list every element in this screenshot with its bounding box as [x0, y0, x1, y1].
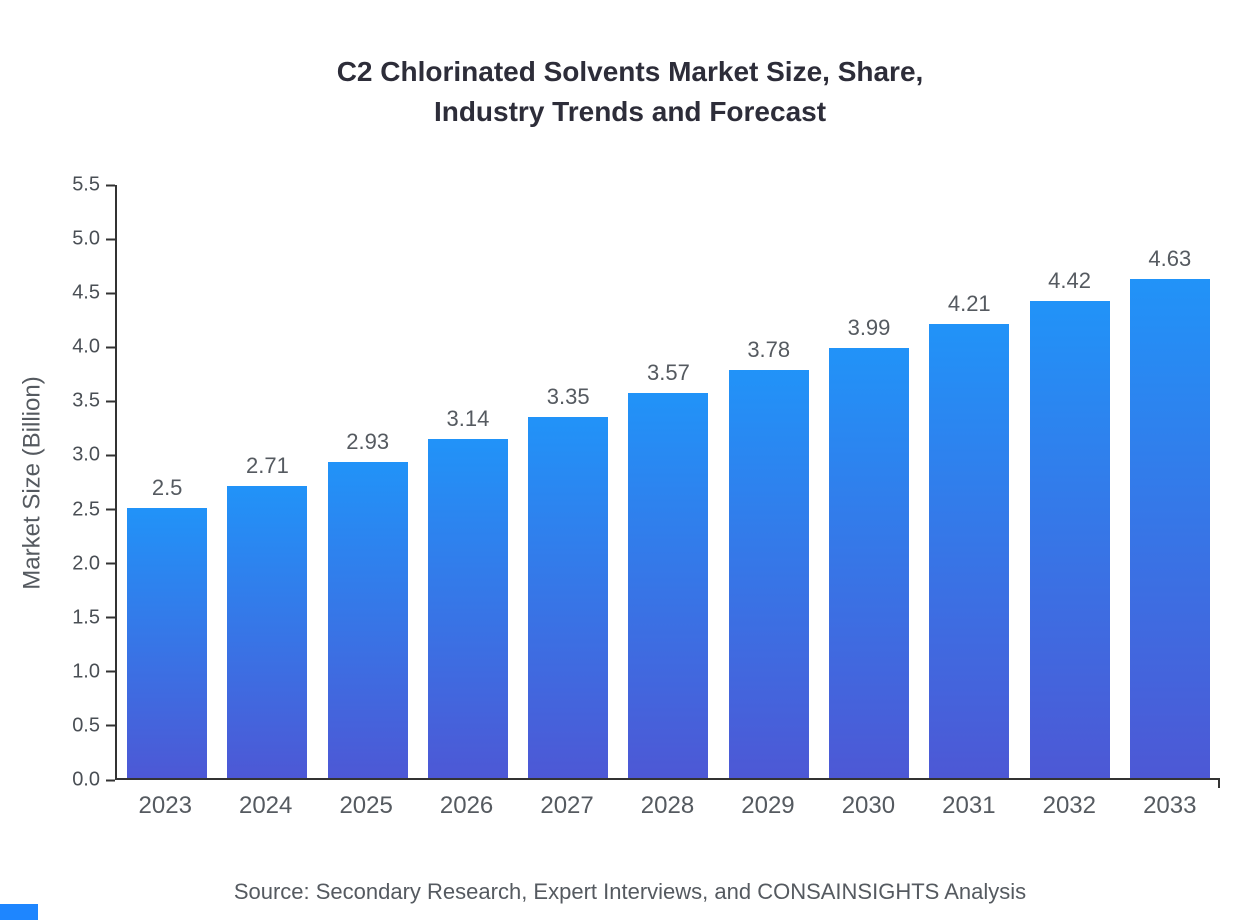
source-text: Source: Secondary Research, Expert Inter… — [233, 879, 1027, 904]
bar-slot: 3.35 — [518, 185, 618, 778]
y-tick-mark — [106, 292, 115, 295]
y-tick: 3.5 — [72, 390, 115, 413]
bar-value-label: 3.78 — [747, 337, 791, 362]
bar-slot: 2.5 — [117, 185, 217, 778]
y-tick: 2.0 — [72, 552, 115, 575]
bar-value-label: 3.14 — [446, 406, 490, 431]
y-tick-label: 0.0 — [72, 768, 100, 791]
y-tick: 0.0 — [72, 769, 115, 792]
y-tick-label: 5.0 — [72, 227, 100, 250]
bar-slot: 4.63 — [1120, 185, 1220, 778]
y-tick-mark — [106, 670, 115, 673]
y-tick: 5.0 — [72, 228, 115, 251]
bar-value-label: 3.57 — [647, 360, 690, 385]
y-tick: 4.5 — [72, 282, 115, 305]
y-tick-mark — [106, 184, 115, 186]
bar-slot: 4.42 — [1019, 185, 1119, 778]
bar-2033 — [1129, 279, 1210, 778]
x-tick-label: 2026 — [439, 792, 494, 819]
y-tick-label: 1.5 — [72, 606, 100, 629]
bar-2030 — [828, 348, 909, 778]
x-tick-label: 2024 — [238, 792, 293, 819]
bar-slot: 3.14 — [418, 185, 518, 778]
y-axis-ticks: 0.0 0.5 1.0 1.5 2.0 2.5 3.0 3.5 4.0 4.5 5.0 5.5 — [0, 174, 115, 791]
y-tick: 3.0 — [72, 444, 115, 467]
x-tick-label: 2023 — [138, 792, 192, 819]
bar-value-label: 2.5 — [151, 475, 183, 500]
y-tick: 2.5 — [72, 498, 115, 521]
y-tick-mark — [106, 346, 115, 349]
bar-value-label: 4.21 — [947, 291, 991, 316]
bar-2024 — [227, 486, 308, 778]
x-tick-label: 2033 — [1143, 792, 1197, 819]
x-axis-ticks: 2023 2024 2025 2026 2027 2028 2029 2030 2031 2032… — [115, 792, 1220, 820]
y-tick-label: 3.0 — [72, 443, 100, 466]
x-tick-label: 2028 — [640, 792, 695, 819]
y-tick-label: 4.0 — [72, 335, 100, 358]
bar-slot: 3.99 — [819, 185, 919, 778]
bar-value-label: 4.42 — [1048, 268, 1091, 293]
y-tick-label: 3.5 — [72, 389, 100, 412]
bar-value-label: 4.63 — [1148, 246, 1192, 271]
bar-2025 — [327, 462, 408, 778]
plot-area: 2.5 2.71 2.93 3.14 3.35 3.57 3.78 3.99 4.21 4.42 4… — [115, 185, 1220, 780]
y-tick-label: 5.5 — [72, 173, 100, 196]
y-tick-label: 1.0 — [72, 660, 100, 683]
y-tick-label: 2.0 — [72, 552, 100, 575]
bar-2032 — [1029, 301, 1110, 778]
bar-2023 — [127, 508, 208, 778]
bar-slot: 4.21 — [919, 185, 1019, 778]
y-tick: 0.5 — [72, 714, 115, 737]
y-tick-mark — [106, 779, 115, 781]
y-tick-mark — [106, 508, 115, 511]
bar-2027 — [528, 417, 609, 778]
x-tick-label: 2029 — [741, 792, 795, 819]
bar-2028 — [628, 393, 709, 778]
y-tick-label: 4.5 — [72, 281, 100, 304]
chart-title: C2 Chlorinated Solvents Market Size, Sha… — [336, 56, 924, 127]
bar-slot: 3.57 — [618, 185, 718, 778]
y-tick: 4.0 — [72, 336, 115, 359]
y-tick-mark — [106, 562, 115, 565]
bar-slot: 2.71 — [217, 185, 317, 778]
y-tick-mark — [106, 238, 115, 241]
x-axis-end-tick — [1218, 780, 1220, 788]
bar-value-label: 3.99 — [847, 315, 891, 340]
bottom-left-accent — [0, 904, 38, 920]
y-tick: 1.5 — [72, 606, 115, 629]
y-tick-label: 2.5 — [72, 498, 100, 521]
y-tick-mark — [106, 400, 115, 403]
bar-2031 — [929, 324, 1010, 778]
x-tick-label: 2032 — [1042, 792, 1096, 819]
bar-value-label: 2.93 — [346, 429, 390, 454]
y-tick-mark — [106, 724, 115, 727]
y-tick-mark — [106, 454, 115, 457]
y-tick-label: 0.5 — [72, 714, 100, 737]
y-tick: 1.0 — [72, 660, 115, 683]
bar-2026 — [427, 439, 508, 778]
x-tick-label: 2025 — [339, 792, 393, 819]
x-tick-label: 2027 — [540, 792, 594, 819]
y-tick-mark — [106, 616, 115, 619]
bar-value-label: 2.71 — [245, 453, 289, 478]
bar-2029 — [728, 370, 809, 778]
bar-slot: 3.78 — [719, 185, 819, 778]
x-tick-label: 2030 — [841, 792, 896, 819]
y-tick: 5.5 — [72, 174, 115, 197]
bar-slot: 2.93 — [318, 185, 418, 778]
bar-value-label: 3.35 — [546, 384, 590, 409]
x-tick-label: 2031 — [942, 792, 996, 819]
